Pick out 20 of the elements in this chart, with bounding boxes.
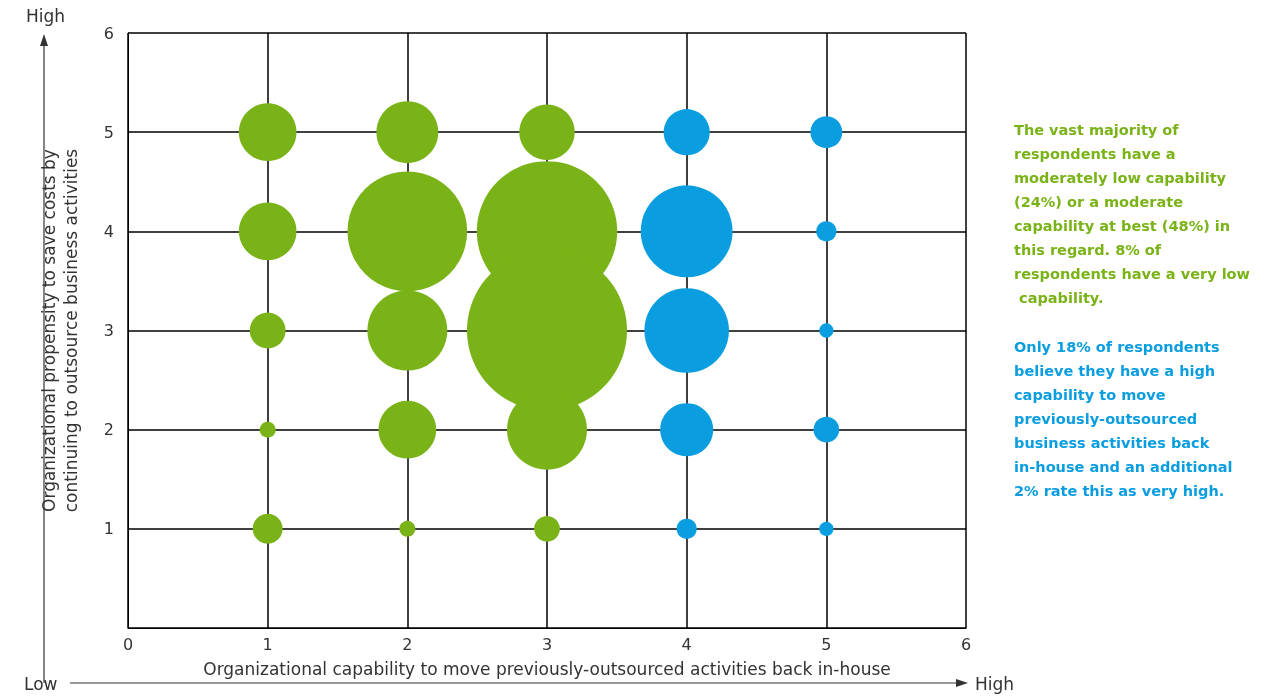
x-tick-label: 6 xyxy=(960,634,972,654)
y-tick-label: 3 xyxy=(103,321,114,340)
x-tick-label: 0 xyxy=(122,634,134,654)
text: Only 18% of respondents believe they have a high capability to move previously-outsourced business activities back in-house and an additional 2% rate this as very high. xyxy=(1014,339,1238,499)
y-tick-label: 6 xyxy=(103,23,114,43)
text: High xyxy=(26,6,66,26)
text: Low xyxy=(24,674,58,694)
x-tick-label: 1 xyxy=(262,634,273,654)
x-tick-label: 5 xyxy=(821,634,832,654)
x-tick-label: 4 xyxy=(681,634,692,654)
x-axis-title: Organizational capability to move previously-outsourced activities back in-house xyxy=(203,659,891,679)
y-axis-title: Organizational propensity to save costs by continuing to outsource business activities xyxy=(39,148,81,513)
text: High xyxy=(975,674,1015,694)
y-tick-label: 2 xyxy=(103,420,114,440)
x-tick-label: 2 xyxy=(402,634,413,654)
x-tick-label: 3 xyxy=(541,634,553,654)
y-tick-label: 4 xyxy=(103,221,114,241)
y-tick-label: 1 xyxy=(103,519,114,539)
y-tick-label: 5 xyxy=(103,122,114,142)
text: The vast majority of respondents have a moderately low capability (24%) or a moderate capability at best (48%) in this regard. 8% of respondents have a very low capability. xyxy=(1014,122,1250,306)
